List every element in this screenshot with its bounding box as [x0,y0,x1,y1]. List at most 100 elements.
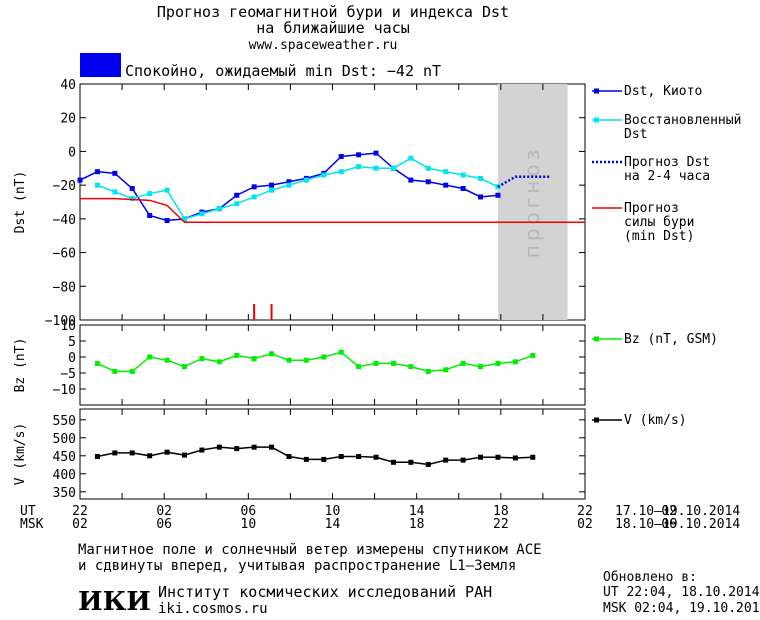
ut-date-range: 17.10–19.10.2014 [615,504,740,519]
data-point [269,444,275,450]
footer-note-line1: Магнитное поле и солнечный ветер измерен… [78,542,542,558]
y-axis-label: Dst (nT) [13,171,28,234]
institute-url[interactable]: iki.cosmos.ru [158,601,268,617]
data-point [129,450,135,456]
data-point [338,349,344,355]
data-point [216,206,222,212]
panel-2: 550 500 450 400 350 V (km/s) [13,414,585,501]
y-tick-label: 500 [53,432,76,447]
data-point [495,192,501,198]
data-point [443,457,449,463]
data-point [234,446,240,452]
data-point [408,177,414,183]
legend-label-0-3: Прогноз силы бури (min Dst) [624,201,694,244]
msk-tick-label: 18 [409,517,425,532]
data-point [303,456,309,462]
data-point [164,218,170,224]
y-tick-label: −20 [53,179,76,194]
data-point [356,164,362,170]
ut-tick-label: 14 [409,504,425,519]
panel-0: прогноз 40 20 0 −20 −40 −60 −80 −100 Dst (nT) [13,78,585,329]
legend-label-line: V (km/s) [624,413,687,428]
data-point [408,155,414,161]
updated-label: Обновлено в: [603,570,697,585]
data-point [286,357,292,363]
data-point [356,364,362,370]
y-tick-label: 550 [53,414,76,429]
data-point [94,169,100,175]
data-point [181,364,187,370]
msk-tick-label: 06 [661,517,677,532]
data-point [94,360,100,366]
legend-label-line: Dst [624,127,647,142]
data-point [181,452,187,458]
data-point [164,357,170,363]
y-axis-label: Bz (nT) [13,338,28,393]
data-point [251,194,257,200]
data-point [356,152,362,158]
y-axis-label: V (km/s) [13,423,28,486]
msk-tick-label: 14 [325,517,341,532]
legend-label-0-1: Восстановленный Dst [624,113,741,142]
data-point [373,454,379,460]
data-point [425,165,431,171]
ut-tick-label: 02 [156,504,172,519]
ut-tick-label: 18 [493,504,509,519]
data-point [425,179,431,185]
forecast-region-label: прогноз [520,146,544,258]
data-point [478,194,484,200]
footer-note-line2: и сдвинуты вперед, учитывая распростране… [78,558,516,574]
y-tick-label: −60 [53,247,76,262]
data-point [269,187,275,193]
ut-tick-label: 06 [241,504,257,519]
data-point [373,360,379,366]
series-line-2 [497,175,551,188]
data-point [425,368,431,374]
data-point [251,444,257,450]
data-point [129,368,135,374]
data-point [303,357,309,363]
data-point [478,364,484,370]
data-point [164,449,170,455]
data-point [112,450,118,456]
data-point [460,186,466,192]
legend-label-line: на 2-4 часа [624,169,710,184]
data-point [164,187,170,193]
data-point [390,459,396,465]
y-tick-label: 0 [68,145,76,160]
data-point [269,351,275,357]
data-point [460,360,466,366]
data-point [478,454,484,460]
data-point [216,359,222,365]
y-tick-label: 20 [60,112,76,127]
forecast-region [497,84,568,320]
data-point [199,356,205,362]
ut-tick-label: 22 [72,504,88,519]
series-line-0 [97,351,534,373]
data-point [495,360,501,366]
data-point [199,211,205,217]
updated-ut: UT 22:04, 18.10.2014 [603,585,760,600]
data-point [251,356,257,362]
legend-marker [594,336,599,342]
data-point [356,454,362,460]
legend-label-line: силы бури [624,215,694,230]
legend-label-0-0: Dst, Киото [624,84,702,99]
legend-label-2-0: V (km/s) [624,413,687,428]
y-tick-label: 350 [53,486,76,501]
site-url[interactable]: www.spaceweather.ru [249,38,398,53]
data-point [443,367,449,373]
y-tick-label: 10 [60,319,76,334]
y-tick-label: −40 [53,213,76,228]
msk-tick-label: 02 [72,517,88,532]
data-point [512,359,518,365]
data-point [199,447,205,453]
data-point [234,352,240,358]
legend-label-line: Bz (nT, GSM) [624,332,718,347]
data-point [234,192,240,198]
data-point [321,172,327,178]
